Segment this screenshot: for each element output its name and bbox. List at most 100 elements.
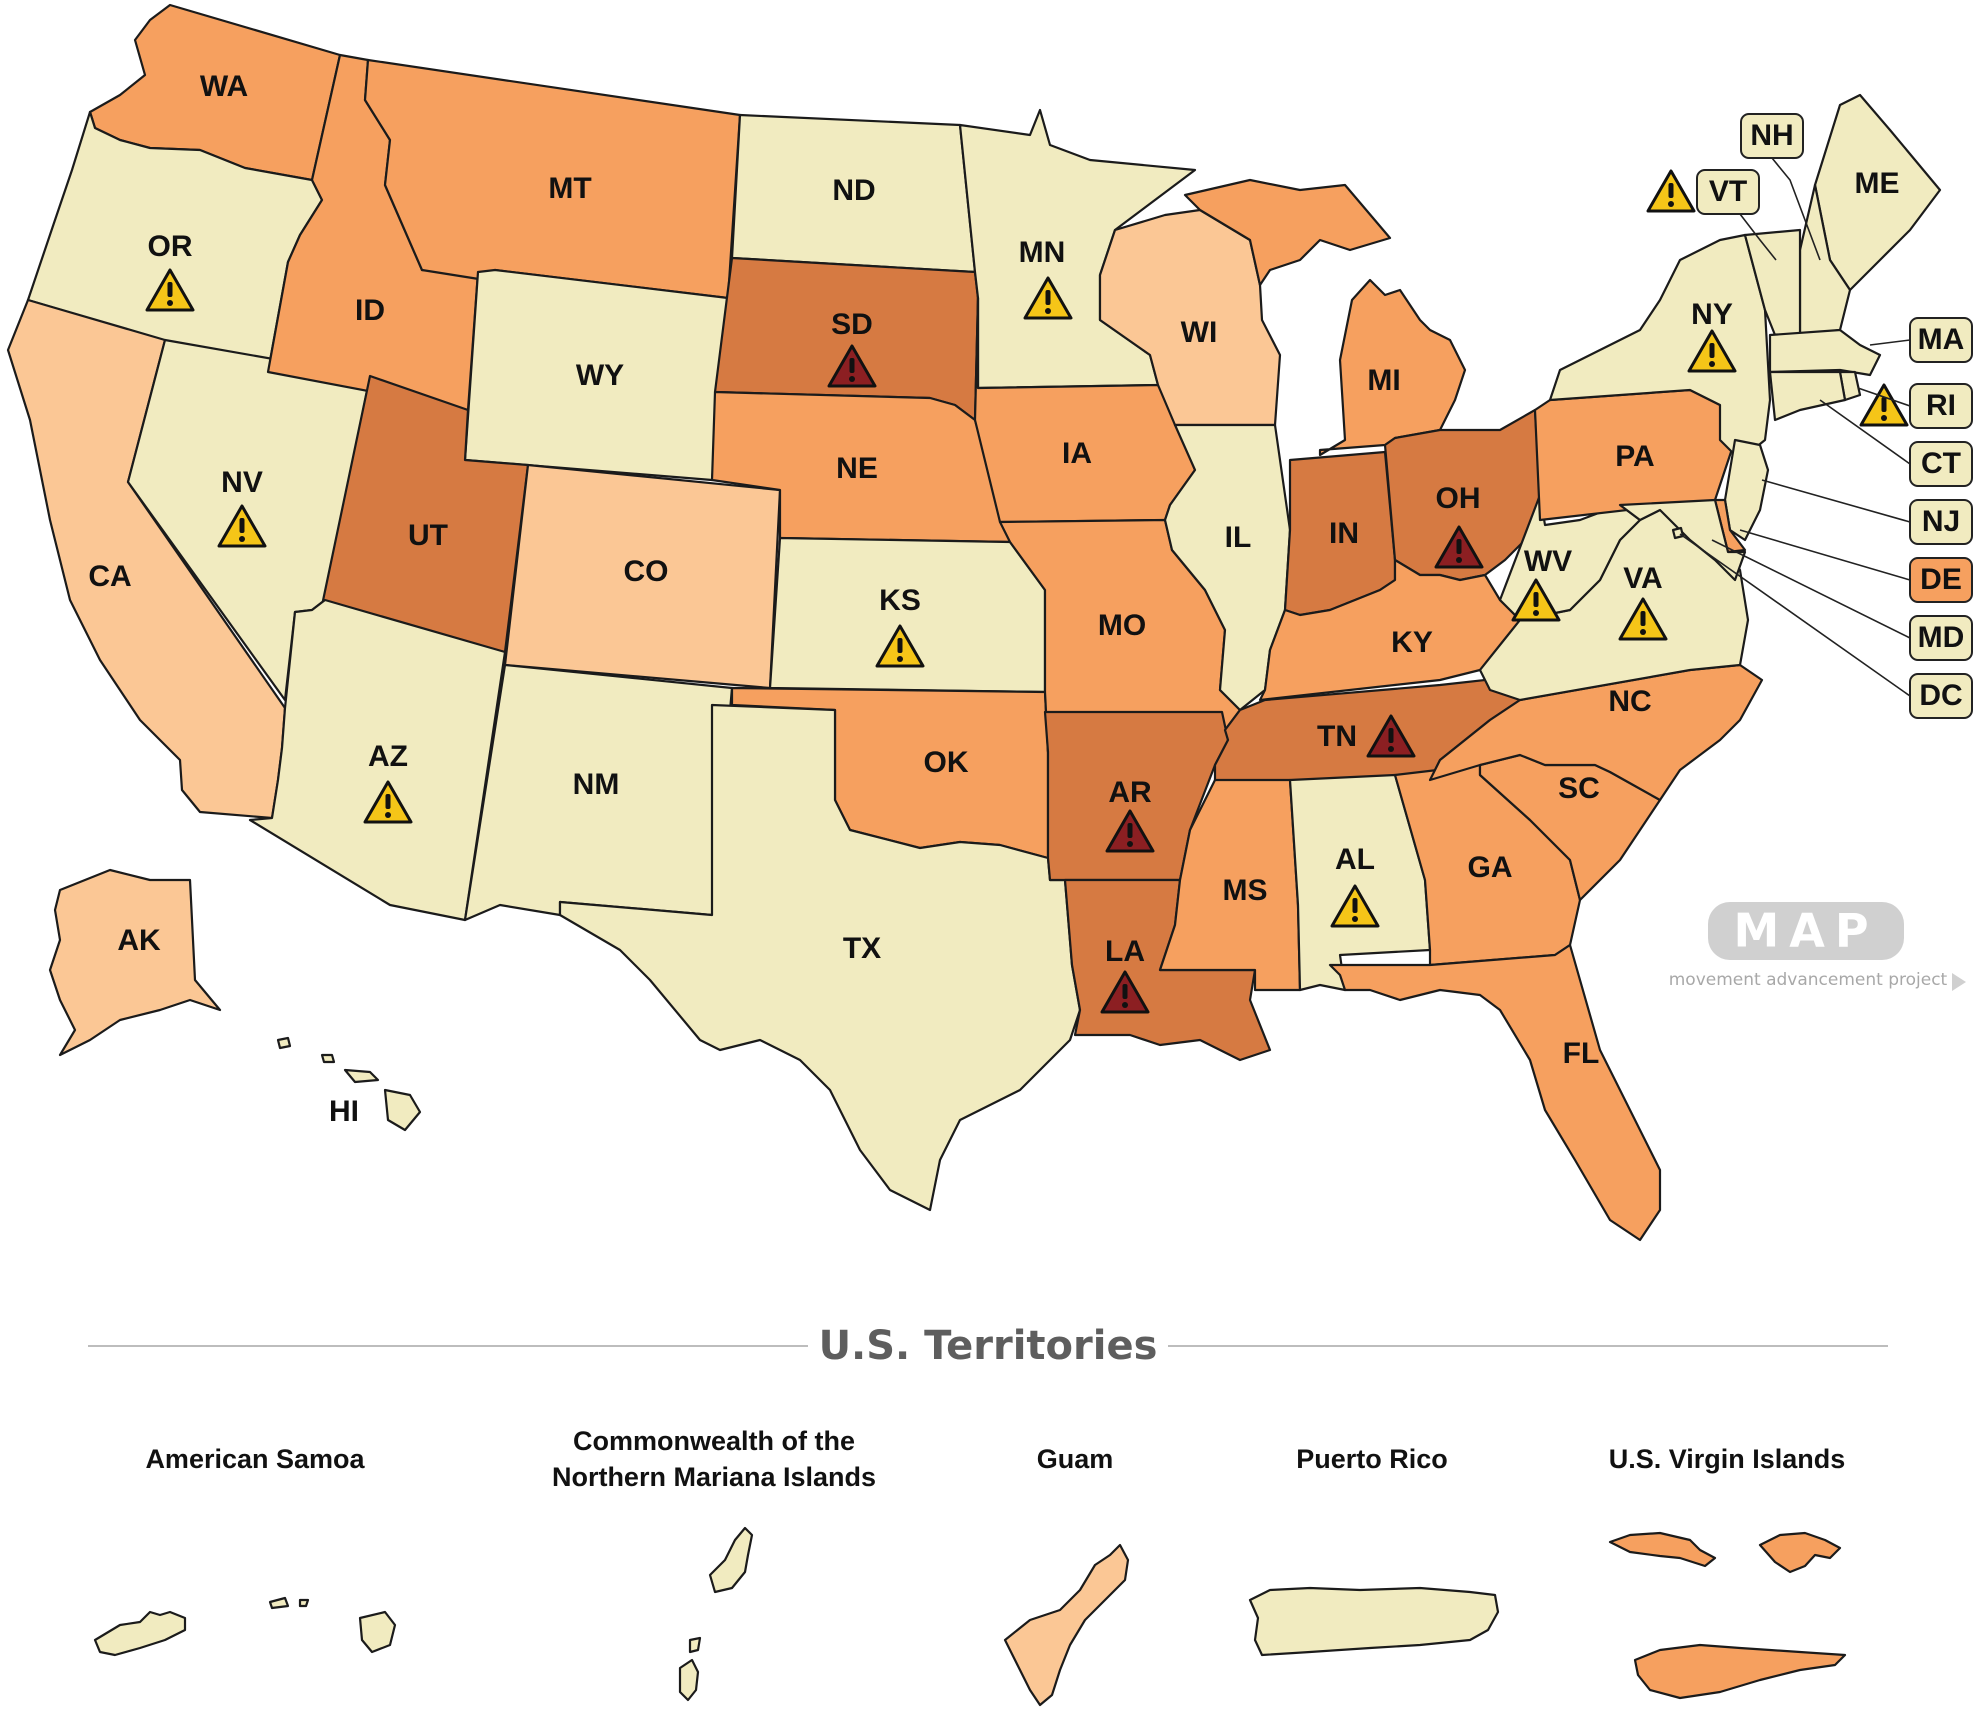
territory-label-american-samoa: American Samoa <box>145 1444 365 1474</box>
callout-line-NH <box>1771 157 1821 261</box>
warning-icon-RI <box>1859 383 1909 427</box>
territory-american-samoa[interactable] <box>93 1596 397 1657</box>
callout-box-MD[interactable] <box>1909 615 1973 661</box>
state-labels: WA OR CA NV ID MT WY UT CO AZ NM ND SD NE KS OK TX MN IA MO… <box>88 70 1899 1128</box>
state-label-NC: NC <box>1608 685 1651 718</box>
callout-box-MA[interactable] <box>1909 317 1973 363</box>
state-label-MI: MI <box>1367 364 1400 397</box>
callout-line-MD <box>1711 539 1911 639</box>
state-label-ME: ME <box>1855 167 1900 200</box>
state-label-WA: WA <box>200 70 248 103</box>
state-CA[interactable] <box>6 298 287 820</box>
state-label-NE: NE <box>836 452 878 485</box>
state-label-DC: DC <box>1919 679 1962 712</box>
states-layer <box>6 3 1942 1242</box>
state-label-OR: OR <box>148 230 193 263</box>
warning-icon-TN <box>1366 714 1416 758</box>
warning-icon-NV <box>217 504 267 548</box>
state-label-MT: MT <box>548 172 591 205</box>
state-label-MN: MN <box>1019 236 1066 269</box>
state-CT[interactable] <box>1768 370 1847 422</box>
state-NC[interactable] <box>1428 663 1764 802</box>
state-KY[interactable] <box>1258 558 1522 702</box>
state-FL[interactable] <box>1328 943 1662 1242</box>
warning-icon-MN <box>1023 276 1073 320</box>
callout-box-NH[interactable] <box>1740 113 1804 159</box>
state-label-SD: SD <box>831 308 873 341</box>
territory-cnmi[interactable] <box>678 1526 754 1702</box>
warning-icon-AZ <box>363 780 413 824</box>
state-label-CO: CO <box>624 555 669 588</box>
territory-label-puerto-rico: Puerto Rico <box>1296 1444 1448 1474</box>
state-TX[interactable] <box>558 703 1082 1212</box>
state-label-TN: TN <box>1317 720 1357 753</box>
callout-line-RI <box>1857 387 1911 407</box>
state-label-AR: AR <box>1108 776 1152 809</box>
state-AK[interactable] <box>48 868 222 1057</box>
territory-label-guam: Guam <box>1037 1444 1114 1474</box>
territory-label-cnmi-line2: Northern Mariana Islands <box>552 1462 876 1492</box>
logo-play-icon <box>1952 973 1966 991</box>
warning-icon-VA <box>1618 597 1668 641</box>
state-label-IL: IL <box>1225 521 1252 554</box>
callout-line-CT <box>1819 399 1911 465</box>
state-label-DE: DE <box>1920 563 1962 596</box>
state-label-IN: IN <box>1329 517 1359 550</box>
callout-box-CT[interactable] <box>1909 441 1973 487</box>
state-label-OK: OK <box>924 746 969 779</box>
logo-pill <box>1708 902 1904 960</box>
callout-box-NJ[interactable] <box>1909 499 1973 545</box>
warning-icon-OR <box>145 268 195 312</box>
warning-icon-KS <box>875 624 925 668</box>
territory-usvi[interactable] <box>1608 1531 1847 1700</box>
callout-box-RI[interactable] <box>1909 383 1973 429</box>
state-label-AZ: AZ <box>368 740 408 773</box>
state-label-FL: FL <box>1563 1037 1600 1070</box>
state-label-LA: LA <box>1105 935 1145 968</box>
territory-label-cnmi-line1: Commonwealth of the <box>573 1426 855 1456</box>
warning-icon-NY <box>1687 329 1737 373</box>
warning-icon-OH <box>1434 525 1484 569</box>
state-label-IA: IA <box>1062 437 1092 470</box>
callout-box-DC[interactable] <box>1909 673 1973 719</box>
logo-text: MAP <box>1733 904 1878 958</box>
state-label-RI: RI <box>1926 389 1956 422</box>
state-label-NH: NH <box>1750 119 1793 152</box>
state-label-WY: WY <box>576 359 624 392</box>
map-logo: MAP movement advancement project <box>1669 902 1966 991</box>
state-label-TX: TX <box>843 932 881 965</box>
state-label-MS: MS <box>1223 874 1268 907</box>
logo-tagline: movement advancement project <box>1669 970 1948 990</box>
state-DC[interactable] <box>1671 526 1685 540</box>
state-HI[interactable] <box>276 1036 422 1132</box>
state-label-MA: MA <box>1918 323 1965 356</box>
state-MA[interactable] <box>1768 328 1882 377</box>
callout-box-DE[interactable] <box>1909 557 1973 603</box>
state-label-WI: WI <box>1181 316 1218 349</box>
state-label-HI: HI <box>329 1095 359 1128</box>
warning-icon-AL <box>1330 884 1380 928</box>
state-label-GA: GA <box>1468 851 1513 884</box>
state-label-VT: VT <box>1709 175 1747 208</box>
state-label-AL: AL <box>1335 843 1375 876</box>
territories-title: U.S. Territories <box>819 1323 1158 1369</box>
state-label-KS: KS <box>879 584 921 617</box>
state-label-NV: NV <box>221 466 263 499</box>
state-NJ[interactable] <box>1723 438 1770 542</box>
state-label-OH: OH <box>1436 482 1481 515</box>
territory-puerto-rico[interactable] <box>1248 1586 1500 1657</box>
warning-icon-AR <box>1105 809 1155 853</box>
callout-line-DC <box>1679 533 1911 697</box>
callout-box-VT[interactable] <box>1696 169 1760 215</box>
callout-line-DE <box>1739 529 1911 581</box>
warning-icon-LA <box>1100 970 1150 1014</box>
state-label-MO: MO <box>1098 609 1146 642</box>
state-MD[interactable] <box>1618 498 1747 582</box>
callout-line-VT <box>1739 213 1777 261</box>
territory-guam[interactable] <box>1003 1543 1130 1707</box>
state-label-NY: NY <box>1691 298 1733 331</box>
state-label-SC: SC <box>1558 772 1600 805</box>
